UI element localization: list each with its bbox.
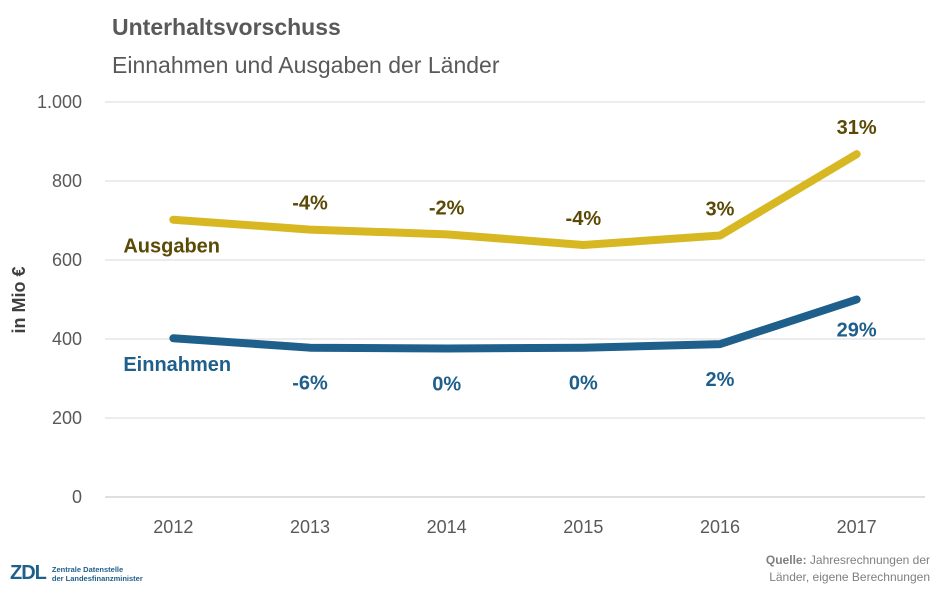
logo-mark: ZDL xyxy=(10,562,47,584)
y-tick-label: 800 xyxy=(52,171,82,191)
series-label-einnahmen: Einnahmen xyxy=(123,354,231,376)
x-axis-ticks: 2012 2013 2014 2015 2016 2017 xyxy=(153,517,876,537)
x-tick-label: 2013 xyxy=(290,517,330,537)
data-labels: Ausgaben -4% -2% -4% 3% 31% Einnahmen -6% 0% 0% 2%… xyxy=(123,117,877,395)
source-label: Quelle: xyxy=(765,553,807,567)
x-tick-label: 2015 xyxy=(563,517,603,537)
data-label: 29% xyxy=(837,320,877,342)
y-tick-label: 1.000 xyxy=(37,92,82,112)
series-line-ausgaben xyxy=(169,150,861,249)
chart-subtitle: Einnahmen und Ausgaben der Länder xyxy=(112,52,500,78)
logo-line-1: Zentrale Datenstelle xyxy=(51,564,124,574)
x-tick-label: 2016 xyxy=(700,517,740,537)
data-label: 0% xyxy=(569,373,598,395)
y-tick-label: 600 xyxy=(52,250,82,270)
y-tick-label: 200 xyxy=(52,408,82,428)
data-label: 2% xyxy=(706,369,735,391)
series-lines xyxy=(169,150,861,353)
data-label: 0% xyxy=(432,373,461,395)
x-tick-label: 2014 xyxy=(427,517,467,537)
series-label-ausgaben: Ausgaben xyxy=(123,236,220,258)
data-label: -2% xyxy=(429,197,465,219)
data-label: -4% xyxy=(566,208,602,230)
data-label: -6% xyxy=(292,373,328,395)
data-label: 31% xyxy=(837,117,877,139)
series-line-einnahmen xyxy=(169,295,861,353)
gridlines xyxy=(105,101,925,498)
x-tick-label: 2012 xyxy=(153,517,193,537)
data-label: -4% xyxy=(292,193,328,215)
source-line-2: Länder, eigene Berechnungen xyxy=(769,570,930,584)
y-axis-label: in Mio € xyxy=(9,267,29,334)
y-tick-label: 400 xyxy=(52,329,82,349)
data-label: 3% xyxy=(706,199,735,221)
source-note: Quelle: Jahresrechnungen der Länder, eig… xyxy=(766,552,930,586)
chart-title: Unterhaltsvorschuss xyxy=(112,14,341,40)
source-line-1: Jahresrechnungen der xyxy=(806,553,930,567)
x-tick-label: 2017 xyxy=(837,517,877,537)
y-axis-ticks: 0 200 400 600 800 1.000 xyxy=(37,92,82,507)
logo-line-2: der Landesfinanzminister xyxy=(51,573,143,583)
zdl-logo: ZDL Zentrale Datenstelle der Landesfinan… xyxy=(10,562,143,585)
logo-text: Zentrale Datenstelle der Landesfinanzmin… xyxy=(52,565,143,583)
y-tick-label: 0 xyxy=(72,487,82,507)
